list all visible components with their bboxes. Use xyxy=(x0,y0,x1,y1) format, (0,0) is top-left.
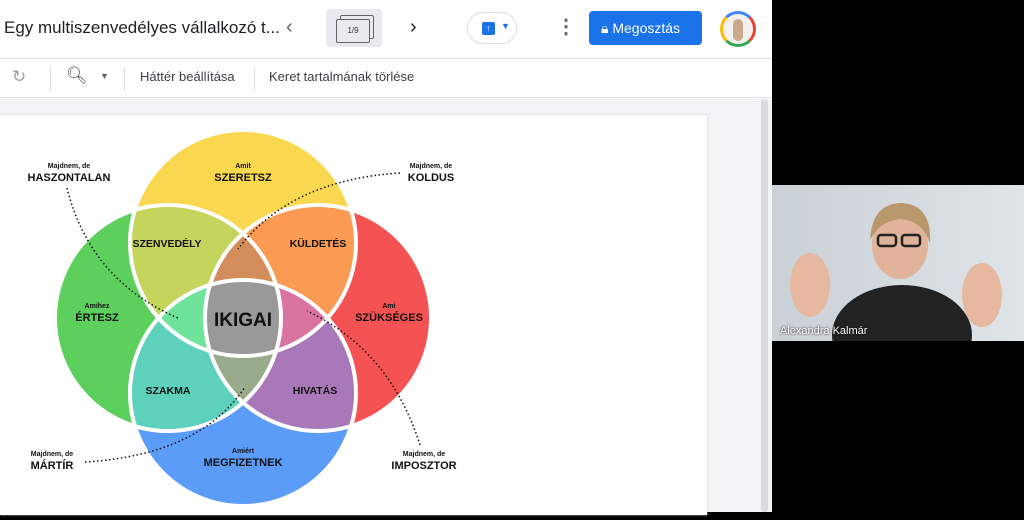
share-label: Megosztás xyxy=(612,20,681,36)
slide-counter: 1/9 xyxy=(336,19,370,43)
ikigai-diagram: Amit SZERETSZ Amihez ÉRTESZ Ami SZÜKSÉGE… xyxy=(28,128,457,508)
participant-name: Alexandra Kalmár xyxy=(780,325,868,337)
slides-editor: Egy multiszenvedélyes vállalkozó t... ‹ … xyxy=(0,0,772,515)
slide-canvas: Amit SZERETSZ Amihez ÉRTESZ Ami SZÜKSÉGE… xyxy=(0,99,772,515)
more-vert-icon[interactable]: ⋮ xyxy=(556,16,576,38)
slide-counter-button[interactable]: 1/9 xyxy=(326,9,382,47)
caret-down-icon[interactable]: ▼ xyxy=(100,71,109,81)
background-button[interactable]: Háttér beállítása xyxy=(140,69,235,84)
almost-small: Majdnem, de xyxy=(403,451,446,458)
label-small: Amiért xyxy=(232,448,255,455)
chevron-right-icon[interactable]: › xyxy=(410,16,417,38)
region-bottom-triple xyxy=(205,280,281,431)
redo-icon[interactable]: ↻ xyxy=(12,67,27,86)
lock-icon: 🔒︎ xyxy=(601,20,609,36)
overlap-label: SZAKMA xyxy=(146,385,191,397)
region-left-triple xyxy=(130,280,281,356)
label-big: MEGFIZETNEK xyxy=(204,457,283,469)
participant-video: Alexandra Kalmár xyxy=(772,185,1024,341)
almost-small: Majdnem, de xyxy=(31,451,74,458)
avatar[interactable] xyxy=(720,11,756,47)
dotted-connectors xyxy=(66,172,421,463)
overlap-label: SZENVEDÉLY xyxy=(132,237,201,250)
label-small: Amit xyxy=(235,163,251,170)
almost-big: HASZONTALAN xyxy=(28,172,111,184)
overlap-label: KÜLDETÉS xyxy=(290,237,347,250)
chevron-left-icon[interactable]: ‹ xyxy=(286,16,293,38)
arrow-up-icon: ↑ xyxy=(482,22,495,35)
vertical-scrollbar[interactable] xyxy=(761,99,768,512)
ikigai-label: IKIGAI xyxy=(214,310,272,331)
zoom-icon[interactable]: 🔍︎ xyxy=(66,66,88,85)
overlap-label: HIVATÁS xyxy=(293,384,338,397)
share-button[interactable]: 🔒︎ Megosztás xyxy=(589,11,702,45)
clear-frame-button[interactable]: Keret tartalmának törlése xyxy=(269,69,415,84)
participant-image xyxy=(790,203,1002,341)
almost-small: Majdnem, de xyxy=(410,163,453,170)
present-button[interactable]: ↑ ▼ xyxy=(467,12,517,44)
region-ikigai xyxy=(205,280,281,356)
almost-big: IMPOSZTOR xyxy=(391,460,456,472)
label-big: ÉRTESZ xyxy=(75,311,119,324)
label-big: SZERETSZ xyxy=(214,172,272,184)
slide[interactable]: Amit SZERETSZ Amihez ÉRTESZ Ami SZÜKSÉGE… xyxy=(0,115,707,515)
region-right-triple xyxy=(205,280,356,356)
label-big: SZÜKSÉGES xyxy=(355,311,423,324)
caret-down-icon: ▼ xyxy=(501,21,510,31)
label-small: Amihez xyxy=(85,303,110,310)
top-bar: Egy multiszenvedélyes vállalkozó t... ‹ … xyxy=(0,0,772,58)
almost-big: KOLDUS xyxy=(408,172,454,184)
presentation-title[interactable]: Egy multiszenvedélyes vállalkozó t... xyxy=(4,18,280,37)
almost-big: MÁRTÍR xyxy=(31,459,74,472)
almost-small: Majdnem, de xyxy=(48,163,91,170)
label-small: Ami xyxy=(382,303,395,310)
toolbar: ↻ 🔍︎ ▼ Háttér beállítása Keret tartalmán… xyxy=(0,58,772,98)
